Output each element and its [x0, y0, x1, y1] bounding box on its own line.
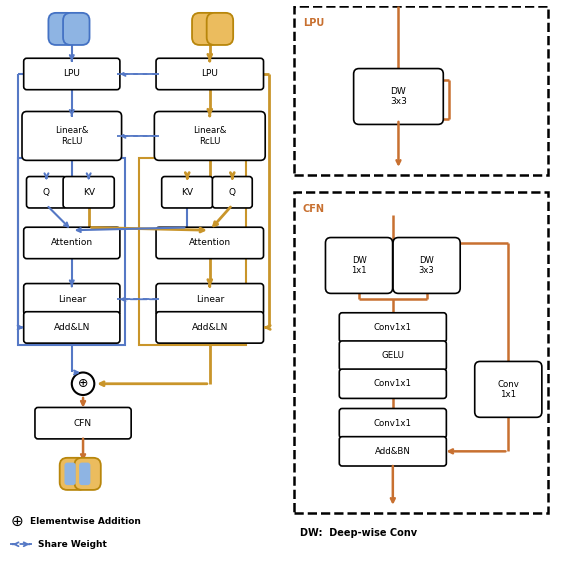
FancyBboxPatch shape [24, 283, 120, 315]
FancyBboxPatch shape [27, 176, 66, 208]
Text: Add&BN: Add&BN [375, 447, 411, 456]
FancyBboxPatch shape [156, 283, 264, 315]
Text: KV: KV [83, 188, 95, 197]
Text: LPU: LPU [201, 70, 218, 78]
Text: $\oplus$: $\oplus$ [78, 377, 89, 391]
FancyBboxPatch shape [24, 312, 120, 343]
FancyBboxPatch shape [192, 13, 218, 45]
Text: $\oplus$: $\oplus$ [10, 514, 23, 529]
FancyBboxPatch shape [156, 312, 264, 343]
FancyBboxPatch shape [155, 112, 265, 160]
Text: Linear&
RcLU: Linear& RcLU [193, 126, 226, 146]
FancyBboxPatch shape [339, 408, 447, 438]
FancyBboxPatch shape [339, 313, 447, 342]
FancyBboxPatch shape [35, 407, 131, 439]
Text: CFN: CFN [303, 203, 325, 214]
Text: KV: KV [181, 188, 193, 197]
Text: DW
3x3: DW 3x3 [390, 87, 407, 106]
Text: Attention: Attention [188, 238, 231, 248]
Text: Conv1x1: Conv1x1 [374, 419, 412, 427]
Text: LPU: LPU [303, 18, 324, 28]
FancyBboxPatch shape [79, 463, 91, 485]
FancyBboxPatch shape [325, 237, 393, 293]
FancyBboxPatch shape [339, 369, 447, 399]
Text: Q: Q [43, 188, 50, 197]
FancyBboxPatch shape [74, 458, 101, 490]
FancyBboxPatch shape [294, 6, 548, 175]
FancyBboxPatch shape [207, 13, 233, 45]
Text: Linear: Linear [196, 295, 224, 304]
Text: Linear&
RcLU: Linear& RcLU [55, 126, 88, 146]
Text: LPU: LPU [63, 70, 80, 78]
FancyBboxPatch shape [59, 458, 86, 490]
FancyBboxPatch shape [156, 227, 264, 259]
FancyBboxPatch shape [212, 176, 252, 208]
FancyBboxPatch shape [294, 192, 548, 513]
Text: Attention: Attention [51, 238, 93, 248]
FancyBboxPatch shape [339, 341, 447, 370]
FancyBboxPatch shape [162, 176, 213, 208]
FancyBboxPatch shape [339, 437, 447, 466]
FancyBboxPatch shape [24, 58, 120, 90]
Text: Share Weight: Share Weight [38, 540, 107, 549]
Text: GELU: GELU [381, 351, 404, 360]
FancyBboxPatch shape [393, 237, 460, 293]
Text: DW:  Deep-wise Conv: DW: Deep-wise Conv [300, 528, 417, 538]
Text: Add&LN: Add&LN [192, 323, 228, 332]
Text: Add&LN: Add&LN [54, 323, 90, 332]
Text: DW
1x1: DW 1x1 [351, 256, 367, 275]
FancyBboxPatch shape [63, 13, 89, 45]
FancyBboxPatch shape [63, 176, 114, 208]
Text: Conv
1x1: Conv 1x1 [498, 380, 519, 399]
Text: Conv1x1: Conv1x1 [374, 323, 412, 332]
Text: Linear: Linear [58, 295, 86, 304]
FancyBboxPatch shape [475, 362, 542, 418]
FancyBboxPatch shape [49, 13, 75, 45]
Text: CFN: CFN [74, 419, 92, 427]
FancyBboxPatch shape [354, 69, 443, 124]
FancyBboxPatch shape [156, 58, 264, 90]
Text: Q: Q [229, 188, 236, 197]
FancyBboxPatch shape [65, 463, 76, 485]
Text: DW
3x3: DW 3x3 [419, 256, 435, 275]
Text: Elementwise Addition: Elementwise Addition [29, 517, 140, 526]
Text: Conv1x1: Conv1x1 [374, 379, 412, 388]
FancyBboxPatch shape [22, 112, 122, 160]
FancyBboxPatch shape [24, 227, 120, 259]
